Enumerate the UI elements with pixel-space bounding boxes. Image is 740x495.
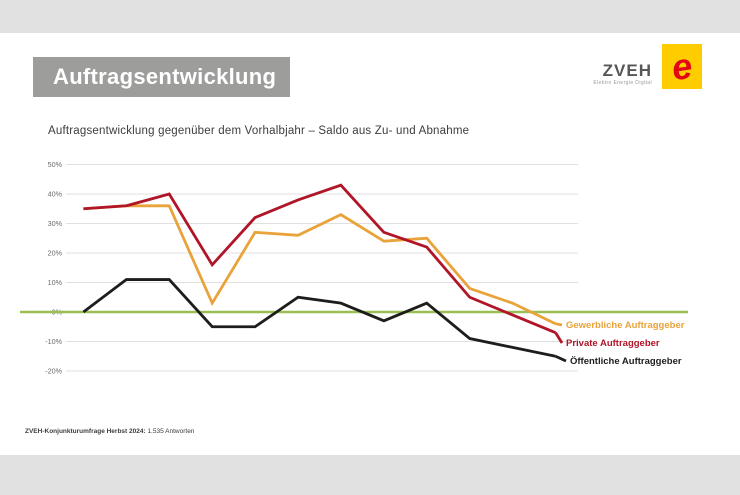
logo-tagline: Elektro Energie Digital <box>593 80 652 86</box>
y-axis-tick-label: 30% <box>48 219 63 228</box>
y-axis-tick-label: 50% <box>48 160 63 169</box>
y-axis-tick-label: 20% <box>48 249 63 258</box>
chart-svg: 50%40%30%20%10%0%-10%-20%FrühjahrHerbst2… <box>20 160 688 376</box>
chart: 50%40%30%20%10%0%-10%-20%FrühjahrHerbst2… <box>15 150 710 415</box>
series-line-end-öffentliche-auftraggeber <box>554 354 567 363</box>
slide: Auftragsentwicklung ZVEH Elektro Energie… <box>0 33 740 455</box>
series-line-end-gewerbliche-auftraggeber <box>555 322 563 327</box>
y-axis-tick-label: -20% <box>45 367 62 376</box>
legend-label-private-auftraggeber: Private Auftraggeber <box>566 338 660 349</box>
series-line-gewerbliche-auftraggeber <box>83 204 557 326</box>
y-axis-tick-label: -10% <box>45 337 62 346</box>
zveh-logo: ZVEH Elektro Energie Digital e <box>542 38 702 89</box>
page-title: Auftragsentwicklung <box>33 57 290 97</box>
y-axis-tick-label: 40% <box>48 190 63 199</box>
zveh-e-icon: e <box>662 44 702 89</box>
source-note: ZVEH-Konjunkturumfrage Herbst 2024: 1.53… <box>25 428 194 435</box>
source-note-bold: ZVEH-Konjunkturumfrage Herbst 2024: <box>25 428 146 435</box>
logo-brand-text: ZVEH <box>602 61 652 80</box>
y-axis-tick-label: 10% <box>48 278 63 287</box>
legend-label-öffentliche-auftraggeber: Öffentliche Auftraggeber <box>570 356 682 367</box>
series-line-öffentliche-auftraggeber <box>82 278 556 358</box>
logo-mark-letter: e <box>669 44 695 88</box>
legend-label-gewerbliche-auftraggeber: Gewerbliche Auftraggeber <box>566 320 685 331</box>
source-note-rest: 1.535 Antworten <box>145 428 195 435</box>
series-line-end-private-auftraggeber <box>554 331 564 344</box>
series-line-private-auftraggeber <box>83 183 557 334</box>
chart-title: Auftragsentwicklung gegenüber dem Vorhal… <box>48 125 470 137</box>
